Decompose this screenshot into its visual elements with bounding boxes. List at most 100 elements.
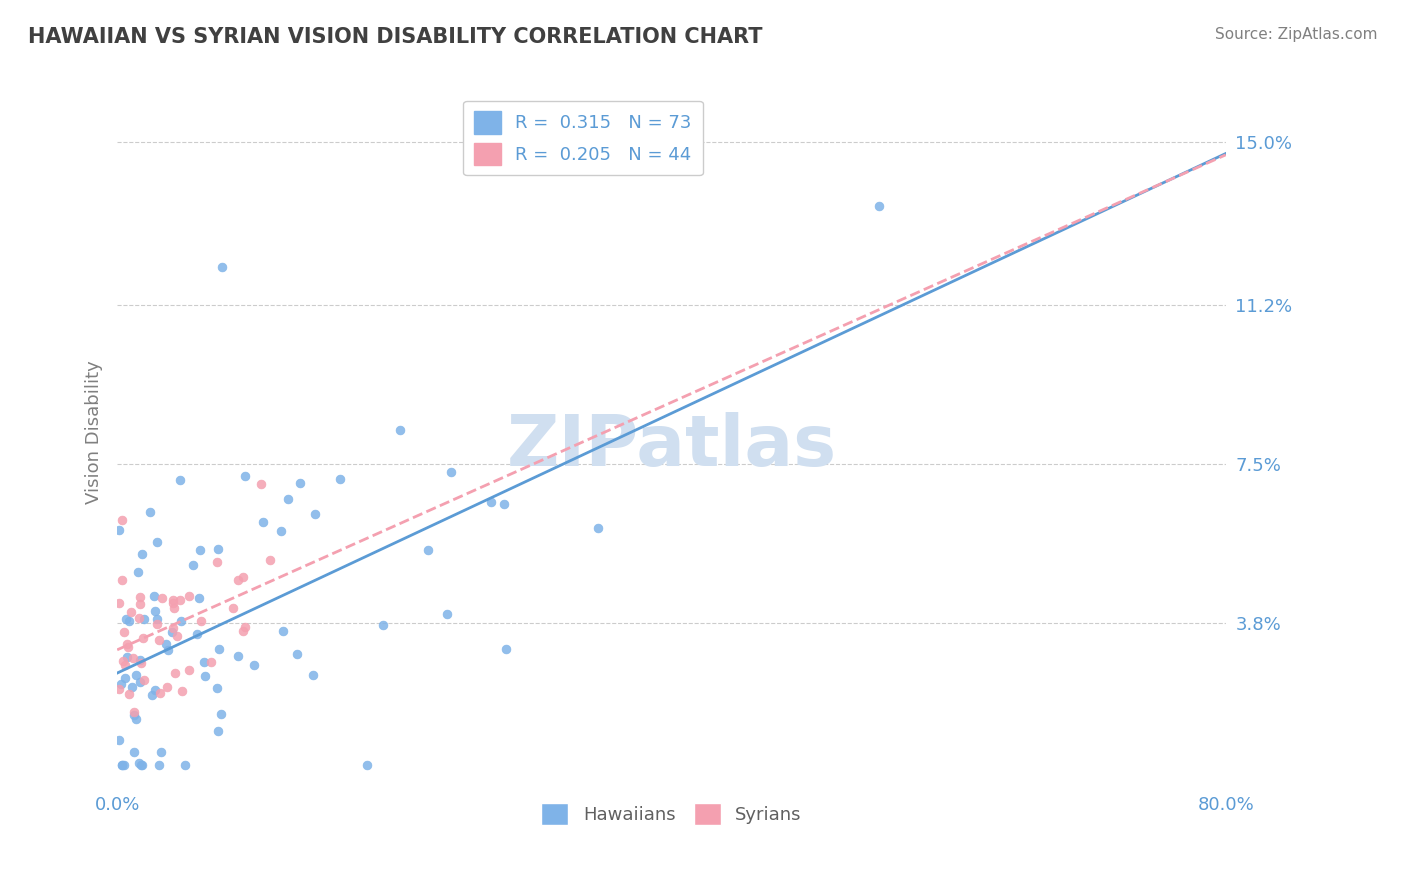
- Point: [194, 669, 217, 683]
- Point: [186, 627, 208, 641]
- Point: [131, 758, 153, 772]
- Point: [111, 513, 134, 527]
- Point: [249, 477, 271, 491]
- Point: [134, 673, 156, 688]
- Point: [172, 684, 194, 698]
- Point: [148, 632, 170, 647]
- Point: [418, 543, 440, 558]
- Point: [270, 524, 292, 538]
- Point: [132, 611, 155, 625]
- Point: [129, 597, 152, 611]
- Point: [117, 687, 139, 701]
- Point: [128, 652, 150, 666]
- Point: [112, 624, 135, 639]
- Point: [162, 622, 184, 636]
- Point: [143, 604, 166, 618]
- Point: [252, 515, 274, 529]
- Point: [207, 724, 229, 739]
- Point: [111, 758, 134, 772]
- Point: [436, 607, 458, 621]
- Point: [173, 758, 195, 772]
- Point: [211, 260, 233, 274]
- Point: [187, 591, 209, 606]
- Point: [222, 601, 245, 615]
- Point: [586, 521, 609, 535]
- Point: [156, 643, 179, 657]
- Point: [163, 601, 186, 615]
- Text: Source: ZipAtlas.com: Source: ZipAtlas.com: [1215, 27, 1378, 42]
- Point: [139, 505, 162, 519]
- Point: [162, 592, 184, 607]
- Point: [170, 614, 193, 628]
- Point: [128, 675, 150, 690]
- Point: [111, 654, 134, 668]
- Point: [107, 595, 129, 609]
- Point: [146, 616, 169, 631]
- Point: [290, 476, 312, 491]
- Point: [150, 591, 173, 606]
- Legend: Hawaiians, Syrians: Hawaiians, Syrians: [533, 794, 811, 834]
- Point: [149, 686, 172, 700]
- Point: [131, 758, 153, 772]
- Point: [145, 683, 167, 698]
- Point: [108, 523, 131, 537]
- Point: [205, 681, 228, 695]
- Point: [114, 657, 136, 672]
- Point: [494, 497, 516, 511]
- Point: [125, 667, 148, 681]
- Point: [160, 624, 183, 639]
- Point: [111, 573, 134, 587]
- Point: [166, 629, 188, 643]
- Point: [259, 553, 281, 567]
- Point: [207, 541, 229, 556]
- Point: [232, 570, 254, 584]
- Text: ZIPatlas: ZIPatlas: [506, 411, 837, 481]
- Point: [110, 677, 132, 691]
- Point: [169, 473, 191, 487]
- Point: [121, 650, 143, 665]
- Point: [193, 655, 215, 669]
- Point: [122, 705, 145, 719]
- Point: [122, 707, 145, 722]
- Point: [233, 468, 256, 483]
- Point: [131, 547, 153, 561]
- Point: [181, 558, 204, 572]
- Point: [440, 465, 463, 479]
- Point: [141, 688, 163, 702]
- Point: [495, 641, 517, 656]
- Point: [868, 199, 890, 213]
- Point: [107, 733, 129, 747]
- Point: [129, 656, 152, 670]
- Point: [329, 472, 352, 486]
- Point: [163, 665, 186, 680]
- Point: [209, 707, 232, 722]
- Point: [373, 618, 395, 632]
- Point: [233, 620, 256, 634]
- Point: [356, 758, 378, 772]
- Point: [149, 745, 172, 759]
- Point: [208, 642, 231, 657]
- Point: [120, 605, 142, 619]
- Point: [129, 590, 152, 604]
- Point: [114, 612, 136, 626]
- Point: [301, 668, 323, 682]
- Point: [117, 640, 139, 655]
- Point: [112, 758, 135, 772]
- Point: [127, 565, 149, 579]
- Point: [114, 671, 136, 685]
- Point: [125, 713, 148, 727]
- Point: [304, 507, 326, 521]
- Point: [188, 542, 211, 557]
- Point: [108, 681, 131, 696]
- Point: [285, 647, 308, 661]
- Point: [122, 745, 145, 759]
- Point: [128, 610, 150, 624]
- Text: HAWAIIAN VS SYRIAN VISION DISABILITY CORRELATION CHART: HAWAIIAN VS SYRIAN VISION DISABILITY COR…: [28, 27, 762, 46]
- Point: [128, 756, 150, 770]
- Point: [226, 649, 249, 664]
- Point: [169, 593, 191, 607]
- Point: [388, 423, 411, 437]
- Y-axis label: Vision Disability: Vision Disability: [86, 360, 103, 504]
- Point: [200, 656, 222, 670]
- Point: [277, 492, 299, 507]
